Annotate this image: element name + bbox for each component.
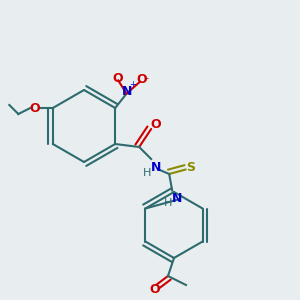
Text: N: N (151, 161, 161, 175)
Text: H: H (164, 197, 172, 208)
Text: O: O (29, 101, 40, 115)
Text: S: S (186, 161, 195, 174)
Text: -: - (145, 73, 149, 83)
Text: O: O (137, 73, 148, 86)
Text: O: O (150, 118, 161, 131)
Text: H: H (142, 167, 151, 178)
Text: N: N (172, 191, 182, 205)
Text: N: N (122, 85, 132, 98)
Text: O: O (149, 283, 160, 296)
Text: O: O (113, 71, 124, 85)
Text: +: + (129, 80, 136, 88)
